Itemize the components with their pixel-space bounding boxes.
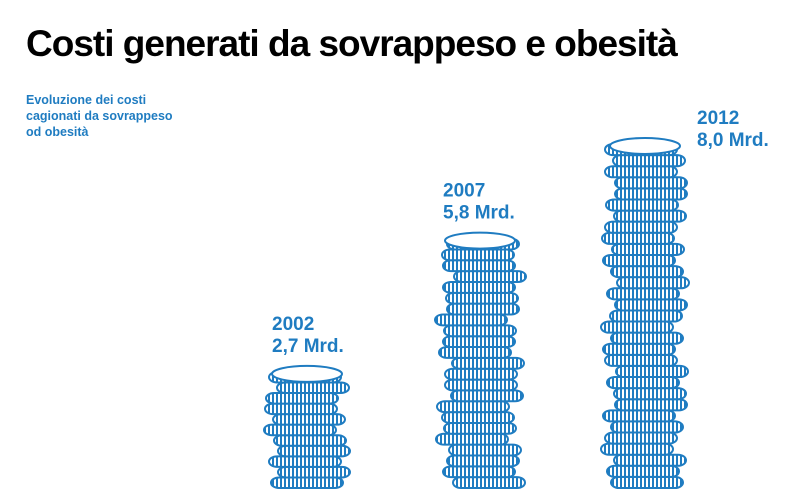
coin — [277, 444, 351, 458]
coin — [443, 324, 517, 338]
coin — [277, 465, 351, 479]
coin — [265, 392, 339, 405]
category-label: 2012 — [697, 108, 739, 129]
coin-stack — [263, 364, 351, 490]
coin — [600, 442, 674, 456]
coin — [601, 231, 675, 245]
coin — [435, 432, 509, 446]
coin — [614, 298, 688, 312]
coin — [604, 353, 678, 367]
coin — [610, 265, 684, 279]
coin — [602, 342, 676, 356]
coin — [443, 421, 517, 435]
coin — [614, 176, 688, 190]
coin — [452, 476, 526, 490]
coin — [604, 165, 678, 179]
coin — [438, 346, 512, 359]
coin — [442, 465, 516, 479]
value-label: 8,0 Mrd. — [697, 130, 769, 151]
coin — [434, 313, 508, 327]
coin — [606, 287, 680, 301]
coin — [613, 209, 687, 223]
coin — [606, 464, 680, 478]
coin — [442, 280, 516, 294]
coin — [268, 455, 342, 468]
coin-face — [444, 231, 516, 250]
coin — [614, 398, 688, 412]
chart-title: Costi generati da sovrappeso e obesità — [26, 23, 678, 64]
coin-stack — [600, 137, 690, 490]
coin — [602, 253, 676, 268]
coin — [613, 453, 687, 467]
coin-face — [271, 364, 343, 383]
coin — [609, 309, 683, 323]
coin — [451, 356, 525, 370]
category-label: 2007 — [443, 181, 485, 202]
coin — [436, 400, 510, 414]
coin — [446, 454, 520, 468]
value-label: 5,8 Mrd. — [443, 203, 515, 224]
subtitle-line: cagionati da sovrappeso — [26, 109, 173, 123]
coin — [273, 434, 347, 447]
coin — [441, 248, 515, 262]
coin — [446, 302, 520, 316]
coin — [444, 367, 518, 381]
coin — [270, 476, 344, 490]
coin — [611, 242, 685, 256]
coin — [604, 431, 678, 445]
coin — [610, 475, 684, 490]
coin — [606, 376, 680, 390]
coin — [263, 423, 337, 437]
coin — [615, 364, 689, 379]
coin — [616, 276, 690, 290]
coin — [441, 411, 515, 424]
coin — [612, 154, 686, 168]
coin — [613, 387, 687, 401]
coin — [442, 259, 516, 273]
coin — [445, 291, 519, 305]
coin — [453, 270, 527, 283]
coin — [448, 443, 522, 457]
coin — [444, 378, 518, 392]
subtitle-line: od obesità — [26, 125, 89, 139]
coin — [450, 389, 524, 403]
coin-face — [609, 137, 681, 155]
coin — [610, 331, 684, 345]
coin — [600, 320, 674, 334]
coin — [442, 335, 516, 349]
category-label: 2002 — [272, 314, 314, 335]
coin-stack — [434, 231, 527, 490]
coin — [602, 409, 676, 423]
coin — [614, 187, 688, 201]
coin — [272, 413, 346, 426]
coin — [276, 381, 350, 395]
coin — [264, 402, 338, 416]
coin — [604, 220, 678, 234]
coin — [610, 420, 684, 434]
subtitle-line: Evoluzione dei costi — [26, 93, 146, 107]
value-label: 2,7 Mrd. — [272, 336, 344, 357]
coin — [605, 198, 679, 212]
